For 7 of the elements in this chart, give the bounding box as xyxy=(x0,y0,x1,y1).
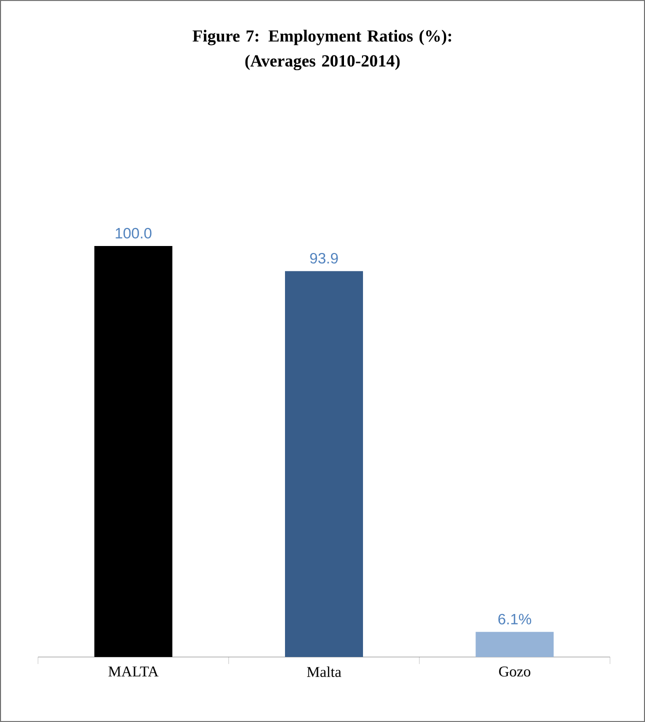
x-tick-label: MALTA xyxy=(108,666,159,676)
data-label: 93.9 xyxy=(310,252,338,264)
chart-title: Figure 7: Employment Ratios (%): (Averages 2010-2014) xyxy=(192,30,452,70)
x-tick-label: Gozo xyxy=(499,666,530,677)
x-tick-label: Malta xyxy=(307,666,342,678)
data-label: 6.1% xyxy=(498,614,532,624)
data-label: 100.0 xyxy=(116,228,152,238)
